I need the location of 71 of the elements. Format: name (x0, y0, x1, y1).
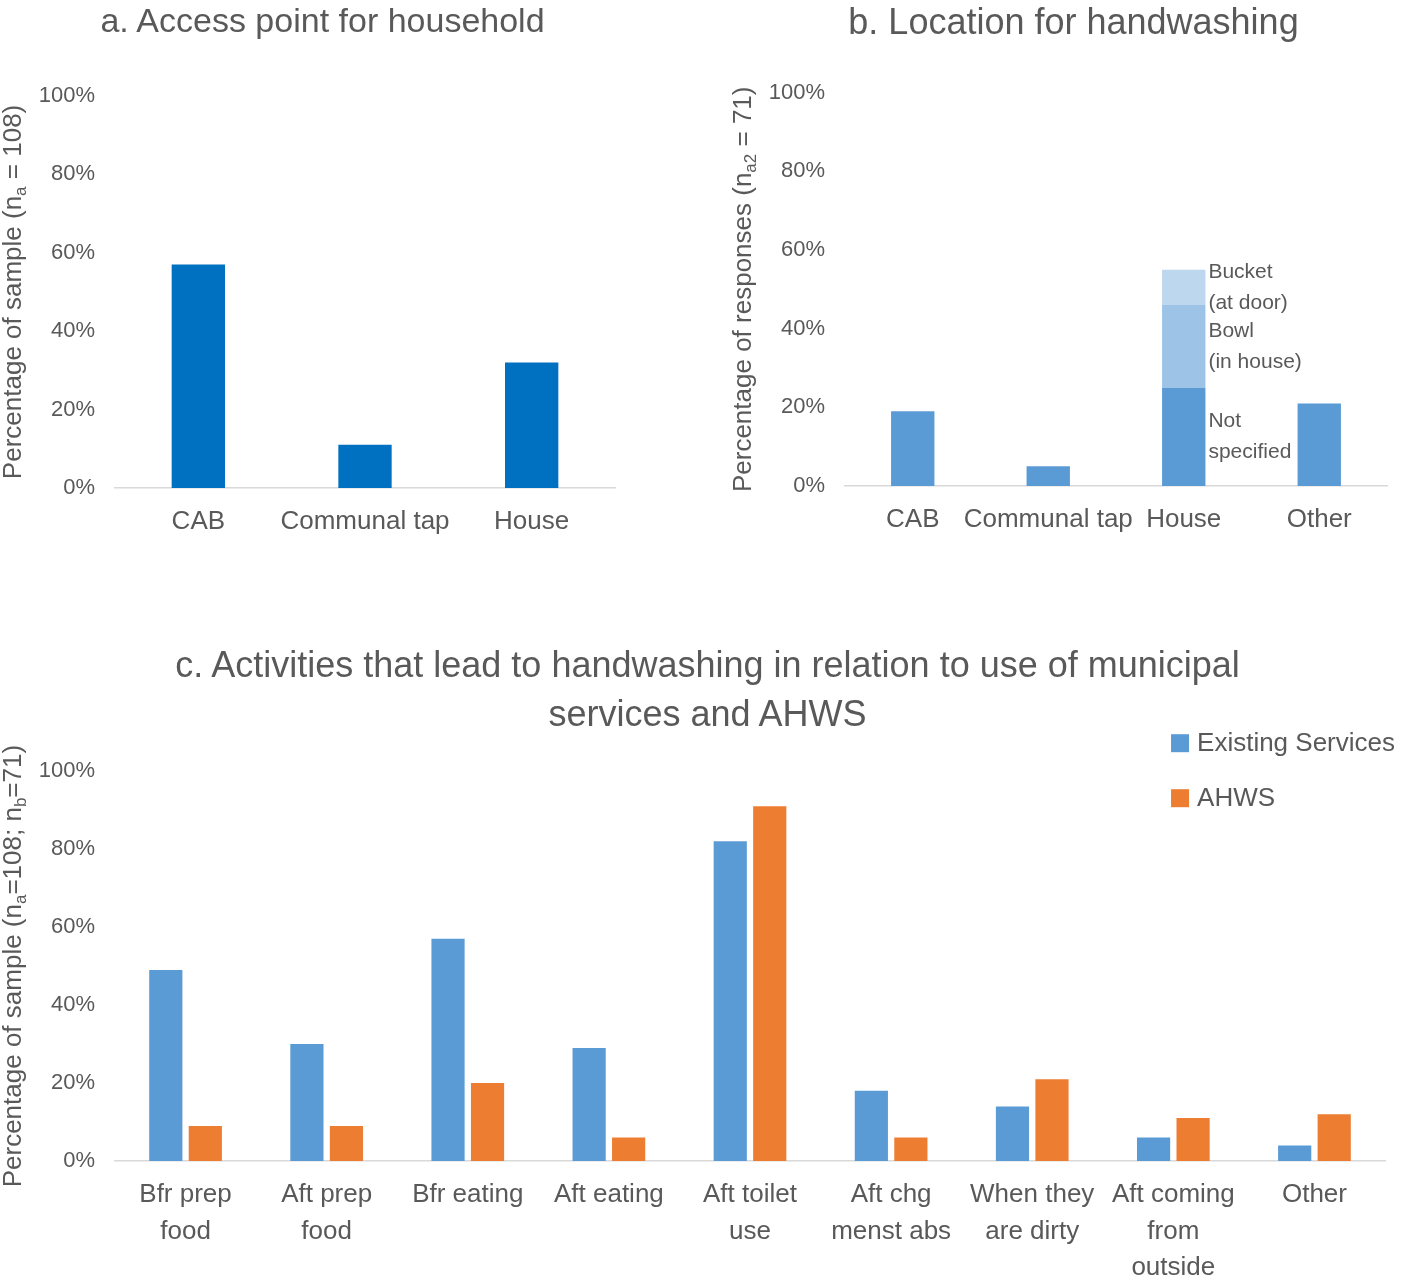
bar (713, 841, 747, 1161)
y-tick-label: 80% (780, 157, 825, 183)
bar (1026, 466, 1070, 486)
bar (612, 1137, 646, 1161)
x-tick-label: Bfr prep food (139, 1178, 232, 1245)
x-tick-label: Communal tap (280, 505, 450, 536)
legend-label: AHWS (1197, 782, 1276, 813)
x-tick-label: Aft chg menst abs (831, 1178, 952, 1245)
x-tick-label: House (494, 505, 570, 536)
x-tick-label: Other (1281, 1178, 1348, 1209)
y-tick-label: 40% (780, 314, 825, 340)
legend-label: Existing Services (1197, 727, 1396, 758)
y-tick-label: 40% (50, 317, 95, 343)
y-tick-label: 20% (50, 1069, 95, 1095)
bar (1162, 269, 1206, 306)
y-tick-label: 0% (63, 1147, 95, 1173)
x-tick-label: Other (1286, 503, 1353, 534)
x-tick-label: Aft toilet use (703, 1178, 798, 1245)
y-tick-label: 100% (38, 757, 95, 783)
bar (338, 444, 392, 488)
bar (149, 970, 183, 1161)
bar (995, 1106, 1030, 1161)
x-tick-label: CAB (886, 503, 940, 534)
y-tick-label: 20% (780, 393, 825, 419)
y-tick-label: 100% (768, 78, 825, 104)
bar (431, 938, 465, 1161)
bar (329, 1125, 364, 1161)
y-axis-title: Percentage of responses (na2 = 71) (727, 86, 760, 493)
x-tick-label: Bfr eating (412, 1178, 524, 1209)
bar (894, 1137, 928, 1161)
y-tick-label: 0% (793, 472, 825, 498)
series-label: Not specified (1208, 408, 1292, 463)
y-tick-label: 80% (50, 835, 95, 861)
bar (1176, 1118, 1210, 1161)
y-tick-label: 60% (50, 238, 95, 264)
series-label: Bowl (in house) (1208, 317, 1302, 372)
x-tick-label: House (1146, 503, 1222, 534)
bar (1136, 1137, 1171, 1161)
bar (171, 264, 225, 488)
x-tick-label: When they are dirty (970, 1178, 1095, 1245)
bar (753, 806, 787, 1161)
y-tick-label: 20% (50, 395, 95, 421)
x-tick-label: Aft prep food (281, 1178, 373, 1245)
y-tick-label: 60% (50, 913, 95, 939)
y-axis-title: Percentage of sample (na=108; nb=71) (0, 744, 30, 1188)
x-tick-label: CAB (171, 505, 226, 536)
bar (1162, 387, 1206, 486)
y-tick-label: 80% (50, 160, 95, 186)
x-tick-label: Aft eating (553, 1178, 664, 1209)
bar (1297, 403, 1341, 486)
y-axis-title: Percentage of sample (na = 108) (0, 104, 30, 480)
bar (1162, 305, 1206, 388)
chart-title: a. Access point for household (100, 1, 545, 40)
y-tick-label: 40% (50, 991, 95, 1017)
bar (505, 362, 559, 488)
x-tick-label: Communal tap (963, 503, 1133, 534)
bar (1035, 1079, 1069, 1161)
bar (1278, 1145, 1312, 1161)
y-tick-label: 0% (63, 474, 95, 500)
bar (188, 1125, 222, 1161)
chart-title: b. Location for handwashing (848, 1, 1299, 43)
y-tick-label: 100% (38, 81, 95, 107)
bar (290, 1044, 324, 1161)
x-tick-label: Aft coming from outside (1111, 1178, 1235, 1280)
y-tick-label: 60% (780, 236, 825, 262)
bar (891, 411, 935, 486)
bar (854, 1090, 888, 1161)
series-label: Bucket (at door) (1208, 258, 1288, 313)
bar (1317, 1114, 1351, 1161)
bar (470, 1083, 505, 1161)
bar (572, 1047, 606, 1161)
